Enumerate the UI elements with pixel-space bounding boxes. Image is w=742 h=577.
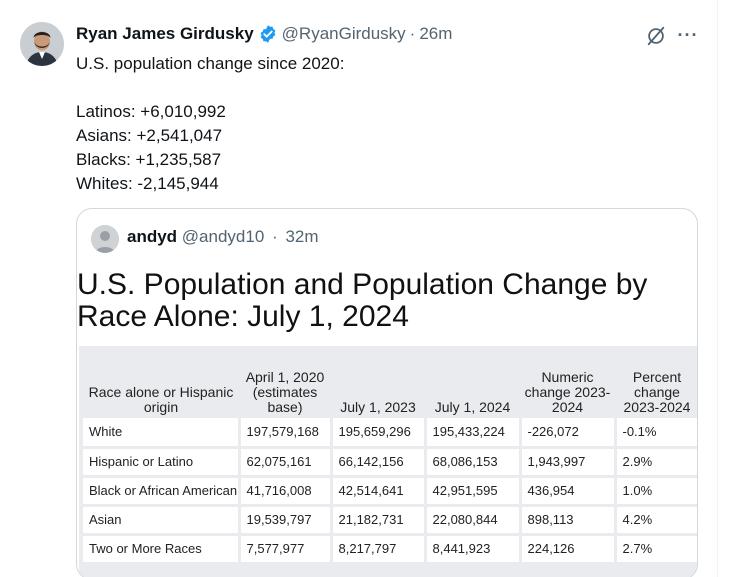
table-cell: 224,126 <box>520 534 617 565</box>
column-header: July 1, 2024 <box>434 399 511 415</box>
table-row: Hispanic or Latino 62,075,161 66,142,156… <box>83 447 697 478</box>
table-cell: 436,954 <box>520 476 617 507</box>
table-cell: -0.1% <box>615 418 697 449</box>
table-cell: 62,075,161 <box>239 447 333 478</box>
image-title: U.S. Population and Population Change by… <box>77 269 647 333</box>
table-cell: -226,072 <box>520 418 617 449</box>
table-cell: Two or More Races <box>83 534 241 565</box>
table-cell: 1.0% <box>615 476 697 507</box>
author-avatar[interactable] <box>20 22 64 66</box>
table-cell: White <box>83 418 241 449</box>
quoted-author-avatar[interactable] <box>91 225 119 253</box>
table-header-row: Race alone or Hispanic origin April 1, 2… <box>83 346 697 418</box>
column-header: Race alone or Hispanic origin <box>88 384 234 415</box>
table-cell: 195,659,296 <box>331 418 427 449</box>
table-row: Black or African American 41,716,008 42,… <box>83 476 697 507</box>
column-header: Percent change 2023-2024 <box>623 369 691 415</box>
table-cell: 66,142,156 <box>331 447 427 478</box>
tweet-text-line: Asians: +2,541,047 <box>76 126 223 145</box>
quoted-tweet-header: andyd @andyd10 · 32m <box>127 227 319 247</box>
table-cell: 8,217,797 <box>331 534 427 565</box>
table-cell: 7,577,977 <box>239 534 333 565</box>
table-cell: 195,433,224 <box>425 418 522 449</box>
image-title-line: Race Alone: July 1, 2024 <box>77 300 409 333</box>
table-cell: Hispanic or Latino <box>83 447 241 478</box>
quoted-tweet[interactable]: andyd @andyd10 · 32m U.S. Population and… <box>76 208 698 577</box>
table-cell: 21,182,731 <box>331 505 427 536</box>
table-cell: 4.2% <box>615 505 697 536</box>
table-cell: 42,951,595 <box>425 476 522 507</box>
image-title-line: U.S. Population and Population Change by <box>77 268 648 301</box>
more-icon[interactable]: ··· <box>677 25 699 45</box>
separator-dot: · <box>409 24 416 43</box>
table-cell: 898,113 <box>520 505 617 536</box>
separator-dot: · <box>272 227 278 246</box>
column-header: April 1, 2020 (estimates base) <box>245 369 325 415</box>
tweet-header: Ryan James Girdusky @RyanGirdusky · 26m <box>76 24 452 44</box>
table-cell: 197,579,168 <box>239 418 333 449</box>
author-name[interactable]: Ryan James Girdusky <box>76 24 254 43</box>
tweet-text-line: U.S. population change since 2020: <box>76 54 345 73</box>
grok-icon[interactable] <box>645 25 667 47</box>
quoted-author-name[interactable]: andyd <box>127 227 178 246</box>
table-row: Asian 19,539,797 21,182,731 22,080,844 8… <box>83 505 697 536</box>
quoted-author-handle[interactable]: @andyd10 <box>181 227 265 246</box>
table-cell: Asian <box>83 505 241 536</box>
population-table: Race alone or Hispanic origin April 1, 2… <box>79 346 697 577</box>
tweet-timestamp[interactable]: 26m <box>419 24 453 43</box>
table-cell: 8,441,923 <box>425 534 522 565</box>
table-cell: 41,716,008 <box>239 476 333 507</box>
tweet-text-line: Latinos: +6,010,992 <box>76 102 226 121</box>
quoted-tweet-timestamp[interactable]: 32m <box>285 227 319 246</box>
table-cell: 22,080,844 <box>425 505 522 536</box>
table-row: Two or More Races 7,577,977 8,217,797 8,… <box>83 534 697 565</box>
table-cell: 2.9% <box>615 447 697 478</box>
author-handle[interactable]: @RyanGirdusky <box>281 24 406 43</box>
tweet-text-line: Blacks: +1,235,587 <box>76 150 222 169</box>
table-cell: 2.7% <box>615 534 697 565</box>
table-row: White 197,579,168 195,659,296 195,433,22… <box>83 418 697 449</box>
tweet-text: U.S. population change since 2020: Latin… <box>76 52 344 196</box>
table-cell: 19,539,797 <box>239 505 333 536</box>
table-cell: Black or African American <box>83 476 241 507</box>
tweet-text-line <box>76 76 344 100</box>
table-cell: 1,943,997 <box>520 447 617 478</box>
table-cell: 42,514,641 <box>331 476 427 507</box>
column-header: July 1, 2023 <box>340 399 416 415</box>
table-cell: 68,086,153 <box>425 447 522 478</box>
verified-badge-icon <box>258 24 278 44</box>
column-header: Numeric change 2023-2024 <box>524 369 611 415</box>
column-divider <box>717 0 718 577</box>
tweet-text-line: Whites: -2,145,944 <box>76 174 219 193</box>
